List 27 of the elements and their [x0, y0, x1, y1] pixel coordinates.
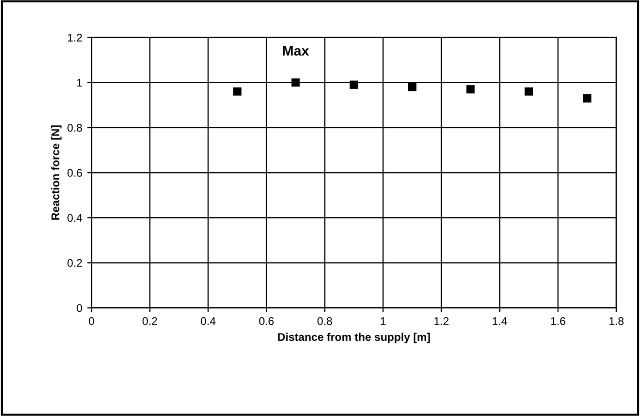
- x-tick-label: 0.6: [259, 317, 274, 326]
- y-tick-label: 0.6: [67, 168, 82, 177]
- y-tick-label: 0: [76, 304, 82, 312]
- x-tick-label: 0.4: [200, 317, 216, 326]
- x-tick-label: 1.8: [609, 317, 624, 326]
- y-tick-label: 1: [77, 78, 82, 87]
- y-tick-label: 0.2: [67, 259, 82, 267]
- point: [233, 87, 242, 96]
- x-tick-label: 1.2: [434, 317, 449, 325]
- point: [582, 94, 592, 102]
- y-axis-title: Reaction force [N]: [51, 125, 62, 220]
- point: [466, 85, 475, 94]
- x-axis-title: Distance from the supply [m]: [278, 332, 430, 344]
- x-tick-label: 0.2: [142, 317, 157, 326]
- annotation: Max: [283, 46, 310, 56]
- x-tick-label: 0: [88, 317, 94, 326]
- point: [524, 87, 534, 96]
- y-tick-label: 0.8: [67, 124, 82, 132]
- x-tick-label: 1.6: [551, 317, 566, 326]
- y-tick-label: 1.2: [68, 34, 82, 42]
- x-tick-label: 1.4: [492, 317, 508, 325]
- point: [350, 80, 358, 89]
- x-tick-label: 1: [380, 317, 386, 325]
- point: [291, 78, 300, 87]
- x-tick-label: 0.8: [317, 317, 332, 326]
- y-tick-label: 0.4: [67, 214, 82, 222]
- point: [408, 82, 416, 92]
